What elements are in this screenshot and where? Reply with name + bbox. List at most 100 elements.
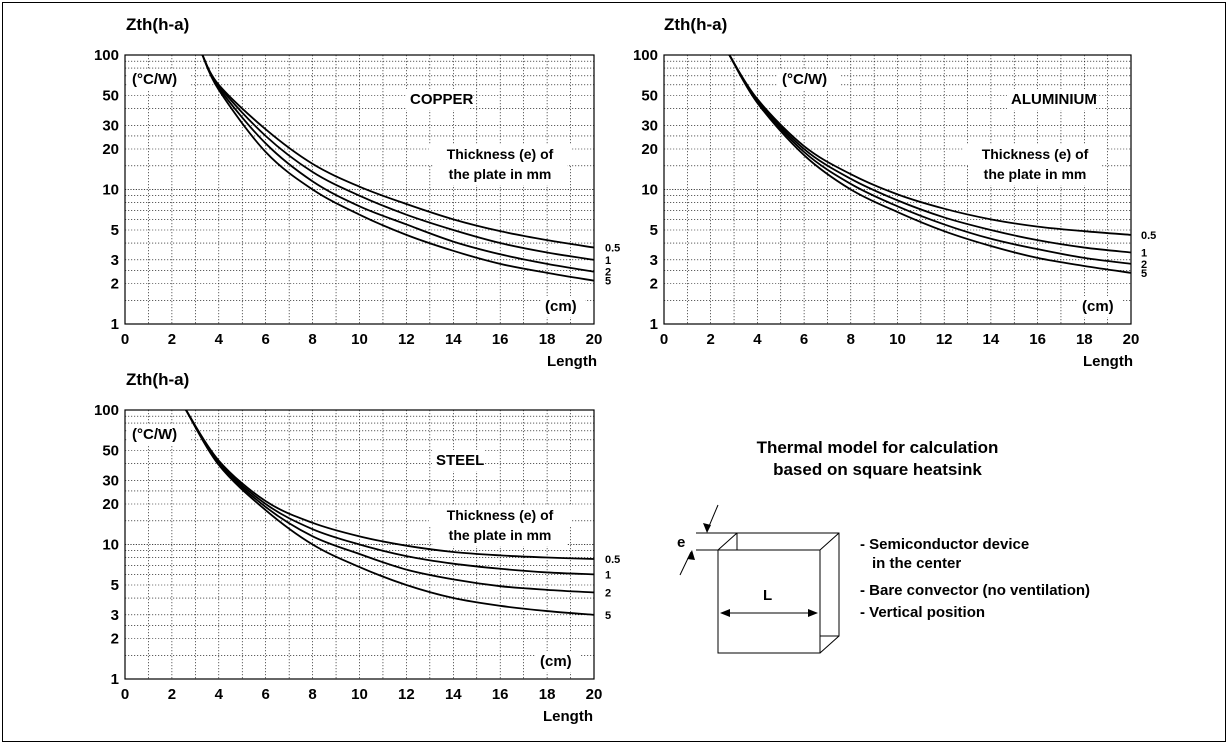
thickness-note-line2: the plate in mm xyxy=(449,527,552,543)
y-tick-label: 1 xyxy=(111,316,119,333)
y-tick-label: 50 xyxy=(102,87,119,104)
x-tick-label: 12 xyxy=(398,686,415,703)
model-title-line2: based on square heatsink xyxy=(773,460,982,479)
series-line xyxy=(185,409,594,594)
x-tick-label: 6 xyxy=(800,331,808,348)
x-tick-label: 18 xyxy=(539,331,556,348)
thickness-note-line2: the plate in mm xyxy=(984,166,1087,182)
y-tick-label: 30 xyxy=(641,117,658,134)
heatsink-edge xyxy=(717,532,738,551)
plot-frame xyxy=(663,54,1132,325)
heatsink-edge xyxy=(819,635,840,654)
series-label: 1 xyxy=(605,255,611,267)
material-title: COPPER xyxy=(410,91,474,108)
x-axis-title: Length xyxy=(1083,353,1133,370)
x-tick-label: 10 xyxy=(351,331,368,348)
y-tick-label: 20 xyxy=(102,141,119,158)
y-axis-title: Zth(h-a) xyxy=(126,15,189,34)
y-axis-title: Zth(h-a) xyxy=(664,15,727,34)
x-tick-label: 8 xyxy=(308,686,316,703)
series-line xyxy=(185,409,594,616)
series-label: 0.5 xyxy=(605,243,620,255)
thickness-note-line1: Thickness (e) of xyxy=(447,507,554,523)
label-background xyxy=(433,165,567,185)
label-background xyxy=(963,145,1107,165)
x-tick-label: 16 xyxy=(492,686,509,703)
series-label: 1 xyxy=(1141,248,1147,260)
x-tick-label: 14 xyxy=(983,331,1000,348)
y-tick-label: 5 xyxy=(650,222,658,239)
y-tick-label: 20 xyxy=(102,496,119,513)
series-label: 0.5 xyxy=(1141,230,1156,242)
y-tick-label: 2 xyxy=(111,276,119,293)
series-label: 2 xyxy=(1141,259,1147,271)
x-unit-label: (cm) xyxy=(1082,298,1114,315)
l-label: L xyxy=(763,587,772,604)
x-tick-label: 10 xyxy=(889,331,906,348)
material-title: ALUMINIUM xyxy=(1011,91,1097,108)
l-arrowhead-left xyxy=(720,609,730,617)
heatsink-edge xyxy=(819,532,840,551)
label-background xyxy=(428,145,572,165)
x-tick-label: 6 xyxy=(262,686,270,703)
plot-area xyxy=(125,55,594,324)
x-tick-label: 18 xyxy=(1076,331,1093,348)
y-tick-label: 3 xyxy=(111,252,119,269)
x-tick-label: 14 xyxy=(445,331,462,348)
label-background xyxy=(432,450,485,471)
y-tick-label: 10 xyxy=(102,182,119,199)
x-tick-label: 0 xyxy=(121,686,129,703)
heatsink-front-face xyxy=(717,549,821,654)
label-background xyxy=(406,89,468,110)
series-line xyxy=(185,409,594,576)
series-label: 1 xyxy=(605,569,611,581)
plot-frame xyxy=(124,54,595,325)
y-tick-label: 5 xyxy=(111,222,119,239)
y-tick-label: 50 xyxy=(102,442,119,459)
series-label: 2 xyxy=(605,587,611,599)
series-label: 2 xyxy=(605,267,611,279)
l-arrowhead-right xyxy=(808,609,818,617)
label-background xyxy=(1007,89,1096,110)
x-unit-label: (cm) xyxy=(540,653,572,670)
y-tick-label: 50 xyxy=(641,87,658,104)
series-label: 0.5 xyxy=(605,554,620,566)
series-line xyxy=(185,409,594,560)
y-tick-label: 1 xyxy=(650,316,658,333)
x-tick-label: 10 xyxy=(351,686,368,703)
x-tick-label: 20 xyxy=(586,331,603,348)
y-tick-label: 20 xyxy=(641,141,658,158)
x-tick-label: 20 xyxy=(586,686,603,703)
x-axis-title: Length xyxy=(547,353,597,370)
e-arrowhead-bottom xyxy=(687,550,695,560)
x-tick-label: 8 xyxy=(308,331,316,348)
series-label: 5 xyxy=(605,610,611,622)
series-line xyxy=(201,54,594,273)
x-tick-label: 20 xyxy=(1123,331,1140,348)
label-background xyxy=(541,296,585,317)
thickness-note-line1: Thickness (e) of xyxy=(447,146,554,162)
y-tick-label: 100 xyxy=(94,402,119,419)
y-unit-label: (°C/W) xyxy=(132,71,177,88)
series-line xyxy=(728,54,1131,265)
series-line xyxy=(201,54,594,282)
series-line xyxy=(201,54,594,261)
plot-frame xyxy=(124,409,595,680)
x-tick-label: 4 xyxy=(215,331,224,348)
series-label: 5 xyxy=(605,276,611,288)
x-tick-label: 12 xyxy=(398,331,415,348)
y-unit-label: (°C/W) xyxy=(132,426,177,443)
x-tick-label: 16 xyxy=(1029,331,1046,348)
x-axis-title: Length xyxy=(543,708,593,725)
y-tick-label: 2 xyxy=(111,631,119,648)
label-background xyxy=(968,165,1102,185)
model-bullet-2: in the center xyxy=(872,555,962,572)
label-background xyxy=(1078,296,1122,317)
model-title-line1: Thermal model for calculation xyxy=(756,438,999,457)
model-bullet-1: - Semiconductor device xyxy=(860,536,1030,553)
y-tick-label: 30 xyxy=(102,472,119,489)
x-tick-label: 6 xyxy=(262,331,270,348)
y-axis-title: Zth(h-a) xyxy=(126,370,189,389)
thickness-note-line1: Thickness (e) of xyxy=(982,146,1089,162)
